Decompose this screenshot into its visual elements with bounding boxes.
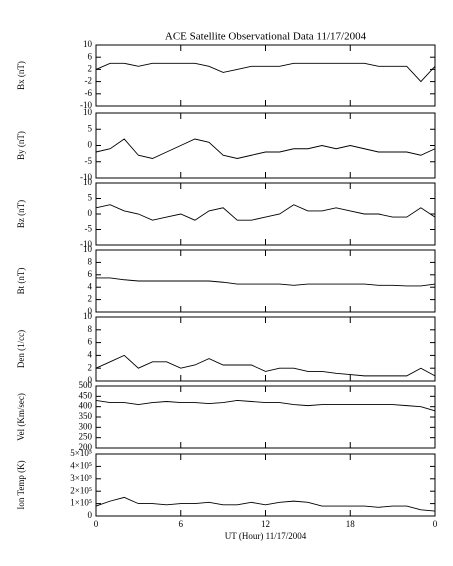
y-tick-label: 5: [88, 123, 93, 133]
y-tick-label: 450: [79, 390, 93, 400]
chart-title: ACE Satellite Observational Data 11/17/2…: [165, 31, 367, 43]
y-axis-label: By (nT): [16, 131, 26, 160]
x-tick-label: 0: [433, 519, 438, 529]
y-tick-label: 10: [83, 39, 93, 49]
y-tick-label: -5: [85, 224, 93, 234]
x-axis-label: UT (Hour) 11/17/2004: [225, 531, 307, 541]
y-tick-label: -10: [80, 100, 92, 110]
data-line: [95, 354, 436, 377]
y-tick-label: 3×10⁵: [70, 473, 92, 483]
y-tick-label: -10: [80, 239, 92, 249]
y-axis-label: Den (1/cc): [16, 330, 26, 368]
y-tick-label: 4: [88, 349, 93, 359]
y-axis-label: Bt (nT): [16, 268, 26, 295]
data-line: [95, 400, 436, 412]
data-line: [96, 277, 436, 287]
y-tick-label: 0: [88, 140, 93, 150]
y-tick-label: 4: [88, 281, 93, 291]
y-tick-label: 250: [79, 432, 93, 442]
panel-frame: [95, 182, 436, 246]
y-axis-label: Bz (nT): [16, 200, 26, 228]
panel-frame: [95, 385, 436, 449]
y-tick-label: -10: [80, 172, 92, 182]
x-tick-label: 12: [261, 519, 270, 529]
data-line: [95, 496, 436, 512]
y-tick-label: 2: [88, 362, 93, 372]
y-tick-label: 1×10⁵: [70, 498, 92, 508]
y-tick-label: 350: [79, 411, 93, 421]
y-tick-label: 10: [83, 311, 93, 321]
x-tick-label: 18: [346, 519, 356, 529]
y-tick-label: 5×10⁵: [70, 448, 92, 458]
y-tick-label: -6: [85, 88, 93, 98]
y-tick-label: 0: [88, 510, 93, 520]
data-line: [95, 138, 436, 159]
y-tick-label: 500: [79, 380, 93, 390]
y-tick-label: 0: [88, 375, 93, 385]
y-tick-label: 6: [88, 337, 93, 347]
y-axis-label: Bx (nT): [16, 61, 26, 90]
panel-frame: [95, 112, 436, 179]
data-line: [95, 62, 436, 83]
y-tick-label: 2×10⁵: [70, 485, 92, 495]
y-tick-label: 6: [88, 51, 93, 61]
y-axis-label: Ion Temp (K): [16, 460, 26, 509]
y-tick-label: 10: [83, 177, 93, 187]
x-tick-label: 0: [94, 519, 99, 529]
y-tick-label: -2: [85, 76, 93, 86]
y-tick-label: -5: [85, 156, 93, 166]
y-tick-label: 6: [88, 269, 93, 279]
y-tick-label: 2: [88, 294, 93, 304]
y-axis-label: Vel (Km/sec): [16, 393, 26, 441]
y-tick-label: 8: [88, 324, 93, 334]
y-tick-label: 0: [88, 306, 93, 316]
y-tick-label: 2: [88, 63, 93, 73]
y-tick-label: 8: [88, 256, 93, 266]
y-tick-label: 0: [88, 208, 93, 218]
y-tick-label: 400: [79, 401, 93, 411]
y-tick-label: 5: [88, 193, 93, 203]
y-tick-label: 4×10⁵: [70, 460, 92, 470]
y-tick-label: 200: [79, 442, 93, 452]
y-tick-label: 300: [79, 421, 93, 431]
y-tick-label: 10: [83, 107, 93, 117]
y-tick-label: 10: [83, 244, 93, 254]
data-line: [95, 204, 436, 221]
panel-frame: [95, 44, 436, 107]
x-tick-label: 6: [179, 519, 184, 529]
